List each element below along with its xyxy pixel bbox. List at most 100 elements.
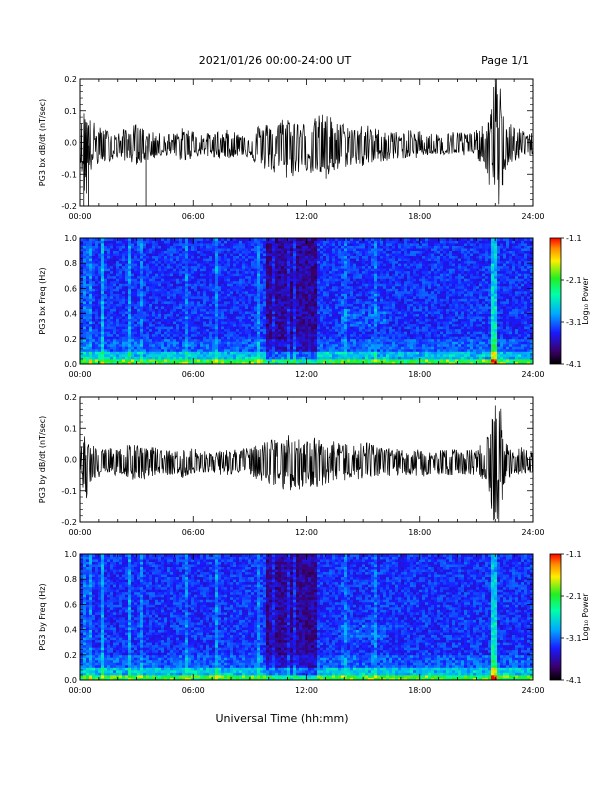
spectrogram-cell (359, 353, 363, 357)
spectrogram-cell (356, 318, 360, 322)
spectrogram-cell (257, 280, 261, 284)
spectrogram-cell (323, 273, 327, 277)
spectrogram-cell (263, 323, 267, 327)
spectrogram-cell (200, 253, 204, 257)
spectrogram-cell (89, 238, 93, 241)
spectrogram-cell (302, 323, 306, 327)
spectrogram-cell (254, 248, 258, 251)
spectrogram-cell (308, 308, 312, 312)
spectrogram-cell (98, 303, 102, 307)
spectrogram-cell (302, 353, 306, 357)
spectrogram-cell (191, 353, 195, 357)
spectrogram-cell (191, 318, 195, 322)
spectrogram-cell (113, 306, 117, 309)
spectrogram-cell (95, 326, 99, 330)
spectrogram-cell (227, 298, 231, 302)
spectrogram-cell (179, 321, 183, 325)
spectrogram-cell (224, 346, 228, 350)
spectrogram-cell (335, 240, 339, 244)
spectrogram-cell (281, 263, 285, 267)
spectrogram-cell (116, 356, 120, 360)
spectrogram-cell (128, 326, 132, 330)
spectrogram-cell (257, 306, 261, 309)
spectrogram-cell (329, 333, 333, 337)
spectrogram-cell (323, 343, 327, 347)
spectrogram-cell (203, 263, 207, 267)
spectrogram-cell (314, 303, 318, 307)
spectrogram-cell (119, 273, 123, 277)
spectrogram-cell (365, 326, 369, 330)
spectrogram-cell (176, 326, 180, 330)
spectrogram-cell (368, 278, 372, 282)
spectrogram-cell (314, 336, 318, 340)
spectrogram-cell (284, 283, 288, 287)
spectrogram-cell (308, 270, 312, 274)
spectrogram-cell (311, 343, 315, 347)
spectrogram-cell (296, 356, 300, 360)
spectrogram-cell (347, 303, 351, 307)
spectrogram-cell (131, 308, 135, 312)
spectrogram-cell (218, 278, 222, 282)
spectrogram-cell (155, 263, 159, 267)
spectrogram-cell (296, 243, 300, 246)
spectrogram-cell (263, 270, 267, 274)
spectrogram-cell (275, 265, 279, 269)
spectrogram-cell (146, 356, 150, 360)
spectrogram-cell (152, 243, 156, 246)
spectrogram-cell (368, 351, 372, 355)
spectrogram-cell (104, 240, 108, 244)
spectrogram-cell (206, 280, 210, 284)
spectrogram-cell (308, 278, 312, 282)
spectrogram-cell (122, 245, 126, 249)
spectrogram-cell (284, 278, 288, 282)
spectrogram-cell (266, 293, 270, 297)
spectrogram-cell (146, 326, 150, 330)
spectrogram-cell (182, 298, 186, 302)
spectrogram-cell (176, 255, 180, 259)
spectrogram-cell (215, 353, 219, 357)
spectrogram-cell (170, 336, 174, 340)
spectrogram-cell (335, 245, 339, 249)
spectrogram-cell (131, 313, 135, 317)
spectrogram-cell (197, 290, 201, 294)
spectrogram-cell (167, 303, 171, 307)
spectrogram-cell (290, 283, 294, 287)
spectrogram-cell (203, 248, 207, 251)
spectrogram-cell (158, 293, 162, 297)
spectrogram-cell (83, 238, 87, 241)
spectrogram-cell (176, 353, 180, 357)
spectrogram-cell (137, 275, 141, 279)
spectrogram-cell (236, 358, 240, 362)
spectrogram-cell (254, 295, 258, 299)
spectrogram-cell (179, 361, 183, 365)
spectrogram-cell (329, 308, 333, 312)
spectrogram-cell (356, 331, 360, 335)
spectrogram-cell (290, 333, 294, 337)
spectrogram-cell (362, 333, 366, 337)
spectrogram-cell (218, 353, 222, 357)
spectrogram-cell (152, 301, 156, 304)
spectrogram-cell (359, 280, 363, 284)
spectrogram-cell (191, 263, 195, 267)
x-tick-label: 00:00 (68, 212, 91, 221)
spectrogram-cell (266, 288, 270, 292)
spectrogram-cell (98, 321, 102, 325)
spectrogram-cell (323, 290, 327, 294)
spectrogram-cell (308, 313, 312, 317)
spectrogram-cell (257, 313, 261, 317)
spectrogram-cell (326, 336, 330, 340)
spectrogram-cell (80, 311, 84, 314)
spectrogram-cell (146, 323, 150, 327)
spectrogram-cell (341, 353, 345, 357)
spectrogram-cell (287, 263, 291, 267)
spectrogram-cell (110, 326, 114, 330)
spectrogram-cell (233, 306, 237, 309)
spectrogram-cell (212, 238, 216, 241)
spectrogram-cell (158, 328, 162, 332)
spectrogram-cell (326, 263, 330, 267)
spectrogram-cell (83, 306, 87, 309)
spectrogram-cell (194, 326, 198, 330)
spectrogram-cell (80, 303, 84, 307)
spectrogram-cell (185, 265, 189, 269)
spectrogram-cell (347, 346, 351, 350)
